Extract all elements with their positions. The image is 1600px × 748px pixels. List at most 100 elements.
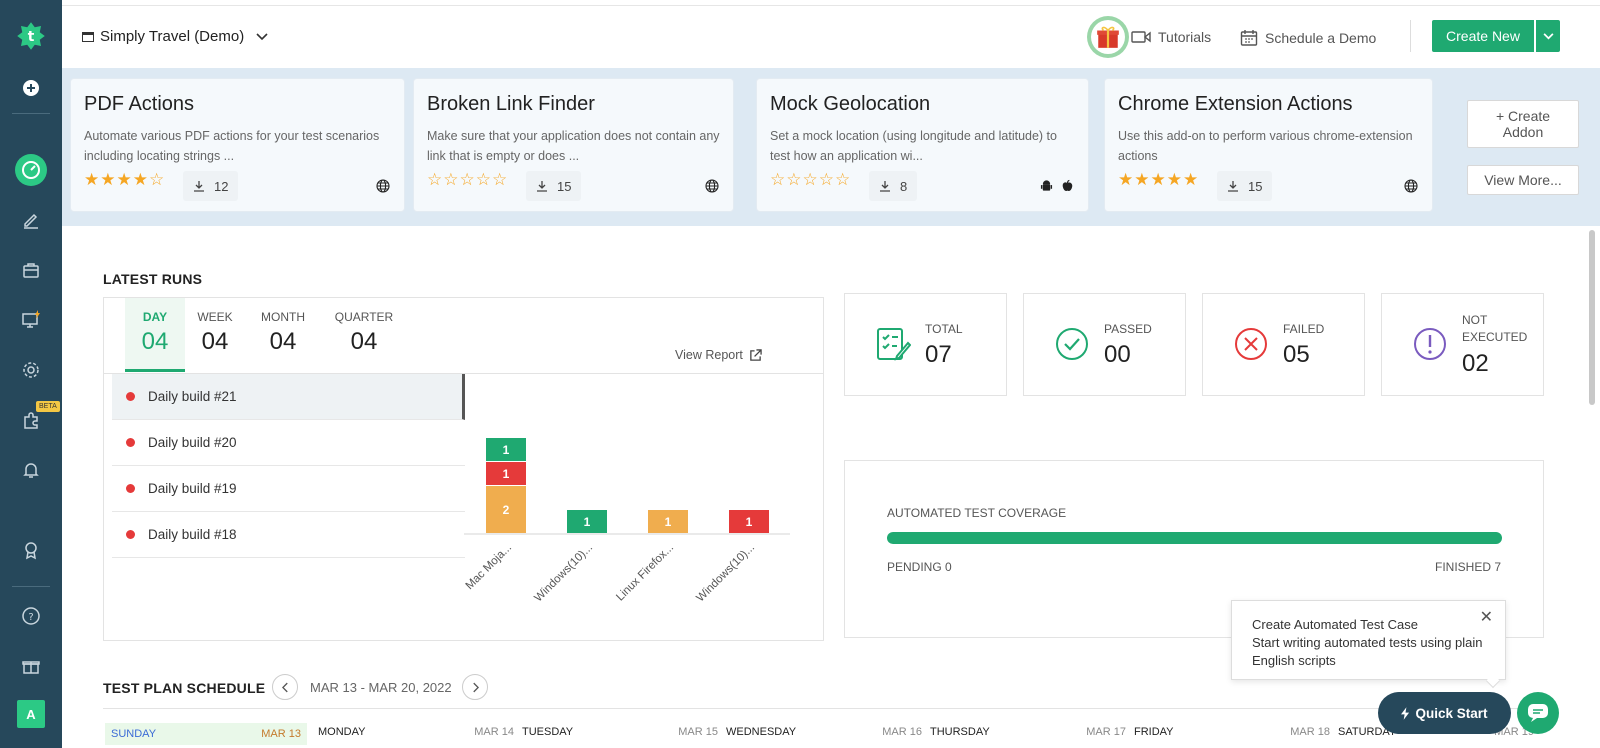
project-selector[interactable]: Simply Travel (Demo) — [82, 28, 268, 45]
pending-count: PENDING 0 — [887, 560, 952, 574]
settings-icon[interactable] — [0, 352, 62, 388]
tab-day[interactable]: DAY 04 — [125, 298, 185, 372]
bar-segment[interactable] — [729, 510, 769, 533]
edit-icon[interactable] — [0, 202, 62, 238]
week-calendar: SUNDAY MAR 13 MONDAY MAR 14 TUESDAY MAR … — [103, 708, 1543, 748]
chat-icon — [1528, 704, 1548, 722]
day-monday[interactable]: MONDAY MAR 14 — [318, 726, 514, 738]
download-count: 8 — [869, 171, 918, 201]
help-icon[interactable]: ? — [0, 598, 62, 634]
add-icon[interactable] — [0, 70, 62, 106]
failed-label: FAILED — [1283, 322, 1325, 336]
build-item[interactable]: Daily build #21 — [112, 374, 465, 420]
day-name: TUESDAY — [522, 726, 574, 738]
tab-month[interactable]: MONTH 04 — [253, 298, 313, 356]
download-count-value: 15 — [1248, 178, 1263, 194]
bar-segment[interactable] — [486, 486, 526, 533]
next-week-button[interactable] — [462, 674, 488, 700]
addon-card[interactable]: Broken Link Finder Make sure that your a… — [413, 78, 734, 212]
schedule-demo-label: Schedule a Demo — [1265, 30, 1377, 46]
build-item[interactable]: Daily build #18 — [112, 512, 465, 558]
addon-card[interactable]: PDF Actions Automate various PDF actions… — [70, 78, 405, 212]
bar-value-label: 1 — [503, 467, 510, 481]
runs-bar-chart: 2 1 1 Mac Moja... 1 Windows(10)... 1 Linux Fire… — [464, 438, 790, 604]
passed-value: 00 — [1104, 341, 1131, 368]
day-name: MONDAY — [318, 726, 366, 738]
rating-stars: ☆☆☆☆☆ — [770, 170, 852, 189]
view-report-link[interactable]: View Report — [675, 348, 762, 362]
chevron-down-icon — [256, 30, 268, 44]
day-thursday[interactable]: THURSDAY MAR 17 — [930, 726, 1126, 738]
day-name: SATURDAY — [1338, 726, 1397, 738]
create-new-dropdown[interactable] — [1536, 20, 1560, 52]
download-icon — [537, 181, 547, 192]
download-icon — [1228, 181, 1238, 192]
page-scrollbar[interactable] — [1589, 230, 1595, 405]
addons-icon[interactable] — [0, 402, 62, 438]
quick-start-label: Quick Start — [1415, 705, 1488, 721]
schedule-demo-link[interactable]: Schedule a Demo — [1240, 29, 1376, 47]
day-sunday[interactable]: SUNDAY MAR 13 — [105, 723, 307, 745]
day-name: THURSDAY — [930, 726, 990, 738]
build-item[interactable]: Daily build #19 — [112, 466, 465, 512]
not-executed-label-line2: EXECUTED — [1462, 330, 1528, 344]
total-value: 07 — [925, 341, 952, 368]
bell-icon[interactable] — [0, 452, 62, 488]
chevron-right-icon — [472, 682, 479, 692]
tab-week[interactable]: WEEK 04 — [185, 298, 245, 356]
day-date: MAR 13 — [261, 728, 301, 740]
gift-icon[interactable] — [0, 648, 62, 684]
quick-start-button[interactable]: Quick Start — [1378, 692, 1511, 734]
day-wednesday[interactable]: WEDNESDAY MAR 16 — [726, 726, 922, 738]
bar-segment[interactable] — [648, 510, 688, 533]
rating-stars: ☆☆☆☆☆ — [427, 170, 509, 189]
briefcase-icon[interactable] — [0, 252, 62, 288]
tab-label: MONTH — [261, 310, 305, 324]
addon-card[interactable]: Chrome Extension Actions Use this add-on… — [1104, 78, 1433, 212]
tooltip-title: Create Automated Test Case — [1252, 617, 1418, 632]
build-item[interactable]: Daily build #20 — [112, 420, 465, 466]
view-more-button[interactable]: View More... — [1467, 165, 1579, 195]
dashboard-icon[interactable] — [0, 152, 62, 188]
globe-icon — [705, 179, 719, 196]
addon-title: Mock Geolocation — [770, 93, 931, 115]
day-tuesday[interactable]: TUESDAY MAR 15 — [522, 726, 718, 738]
bar-value-label: 1 — [503, 443, 510, 457]
header: Simply Travel (Demo) Tutorials Schedule … — [62, 6, 1600, 68]
tutorials-link[interactable]: Tutorials — [1131, 29, 1211, 45]
addon-card[interactable]: Mock Geolocation Set a mock location (us… — [756, 78, 1089, 212]
tab-value: 04 — [201, 328, 229, 355]
logo-icon[interactable]: t — [0, 18, 62, 54]
external-link-icon — [750, 348, 762, 361]
top-border — [62, 0, 1600, 6]
failed-stat-card: FAILED 05 — [1202, 293, 1365, 396]
addon-description: Set a mock location (using longitude and… — [770, 129, 1057, 163]
create-addon-button[interactable]: + Create Addon — [1467, 100, 1579, 148]
tab-value: 04 — [141, 328, 169, 355]
failed-status-dot — [126, 530, 135, 539]
exclamation-circle-icon — [1414, 328, 1446, 360]
create-new-button[interactable]: Create New — [1432, 20, 1534, 52]
day-friday[interactable]: FRIDAY MAR 18 — [1134, 726, 1330, 738]
x-tick-label: Mac Moja... — [464, 542, 514, 593]
close-icon[interactable]: ✕ — [1479, 609, 1493, 626]
check-circle-icon — [1056, 328, 1088, 360]
project-name: Simply Travel (Demo) — [100, 28, 245, 45]
gift-button[interactable] — [1087, 16, 1129, 58]
latest-runs-panel: DAY 04 WEEK 04 MONTH 04 QUARTER 04 View … — [103, 297, 824, 641]
award-icon[interactable] — [0, 532, 62, 568]
bar-segment[interactable] — [486, 438, 526, 461]
failed-value: 05 — [1283, 341, 1310, 368]
test-plan-title: TEST PLAN SCHEDULE — [103, 680, 266, 696]
apple-icon — [1062, 179, 1073, 191]
avatar[interactable]: A — [0, 696, 62, 732]
avatar-letter: A — [17, 700, 45, 728]
bar-segment[interactable] — [567, 510, 607, 533]
platform-icons — [1040, 179, 1074, 193]
previous-week-button[interactable] — [272, 674, 298, 700]
bar-segment[interactable] — [486, 462, 526, 485]
tab-quarter[interactable]: QUARTER 04 — [329, 298, 399, 356]
monitor-icon[interactable] — [0, 302, 62, 338]
tab-label: QUARTER — [334, 310, 394, 324]
chat-button[interactable] — [1517, 692, 1559, 734]
